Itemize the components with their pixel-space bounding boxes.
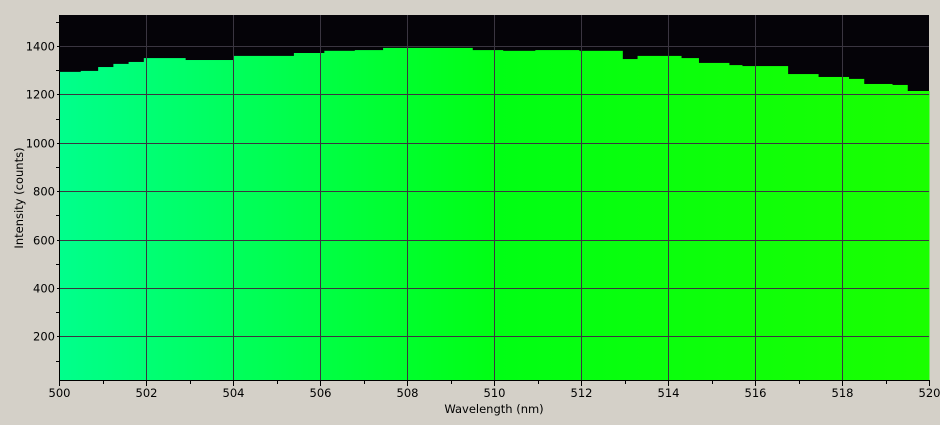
- spectrum-bin: [863, 83, 893, 381]
- spectrum-bin: [622, 59, 639, 380]
- x-tick-label: 502: [136, 386, 158, 400]
- x-tick-label: 514: [658, 386, 680, 400]
- x-tick-label: 510: [484, 386, 506, 400]
- spectrum-bin: [233, 55, 295, 380]
- spectrum-bin: [848, 78, 865, 380]
- spectrum-bin: [698, 62, 730, 380]
- spectrum-bin: [113, 63, 130, 380]
- y-tick-label: 800: [33, 185, 55, 199]
- spectrum-bin: [59, 71, 82, 380]
- y-tick-label: 200: [33, 330, 55, 344]
- spectrum-bin: [892, 84, 908, 381]
- y-tick-label: 600: [33, 234, 55, 248]
- spectrum-bin: [787, 74, 819, 381]
- spectrum-bin: [354, 50, 384, 380]
- spectrum-bin: [98, 67, 114, 380]
- x-tick-label: 508: [397, 386, 419, 400]
- x-tick-label: 518: [832, 386, 854, 400]
- x-tick-label: 520: [919, 386, 940, 400]
- x-tick-label: 516: [745, 386, 767, 400]
- spectrum-bin: [128, 61, 145, 380]
- spectrum-bin: [80, 70, 99, 380]
- spectrum-bin: [535, 50, 580, 380]
- spectrum-bin: [143, 58, 186, 380]
- x-tick-label: 512: [571, 386, 593, 400]
- x-tick-label: 504: [223, 386, 245, 400]
- y-tick-label: 1000: [26, 137, 55, 151]
- x-tick-label: 506: [310, 386, 332, 400]
- spectrum-bin: [293, 53, 325, 380]
- spectrum-bin: [578, 50, 623, 381]
- y-axis-label: Intensity (counts): [12, 147, 26, 248]
- spectrum-bin: [681, 58, 699, 380]
- spectrum-bin: [818, 76, 850, 381]
- y-tick-label: 1200: [26, 88, 55, 102]
- x-axis-label: Wavelength (nm): [444, 402, 543, 416]
- spectrum-bin: [472, 50, 504, 380]
- spectrum-bin: [324, 50, 356, 381]
- spectrum-bin: [185, 60, 234, 380]
- y-tick-label: 1400: [26, 40, 55, 54]
- spectrum-bin: [728, 65, 743, 380]
- spectrum-bin: [383, 47, 473, 380]
- spectrum-bin: [637, 55, 682, 380]
- spectrum-bin: [907, 91, 930, 380]
- x-tick-label: 500: [49, 386, 71, 400]
- y-tick-label: 400: [33, 282, 55, 296]
- spectrum-bin: [502, 50, 536, 381]
- spectrum-bin: [741, 66, 789, 380]
